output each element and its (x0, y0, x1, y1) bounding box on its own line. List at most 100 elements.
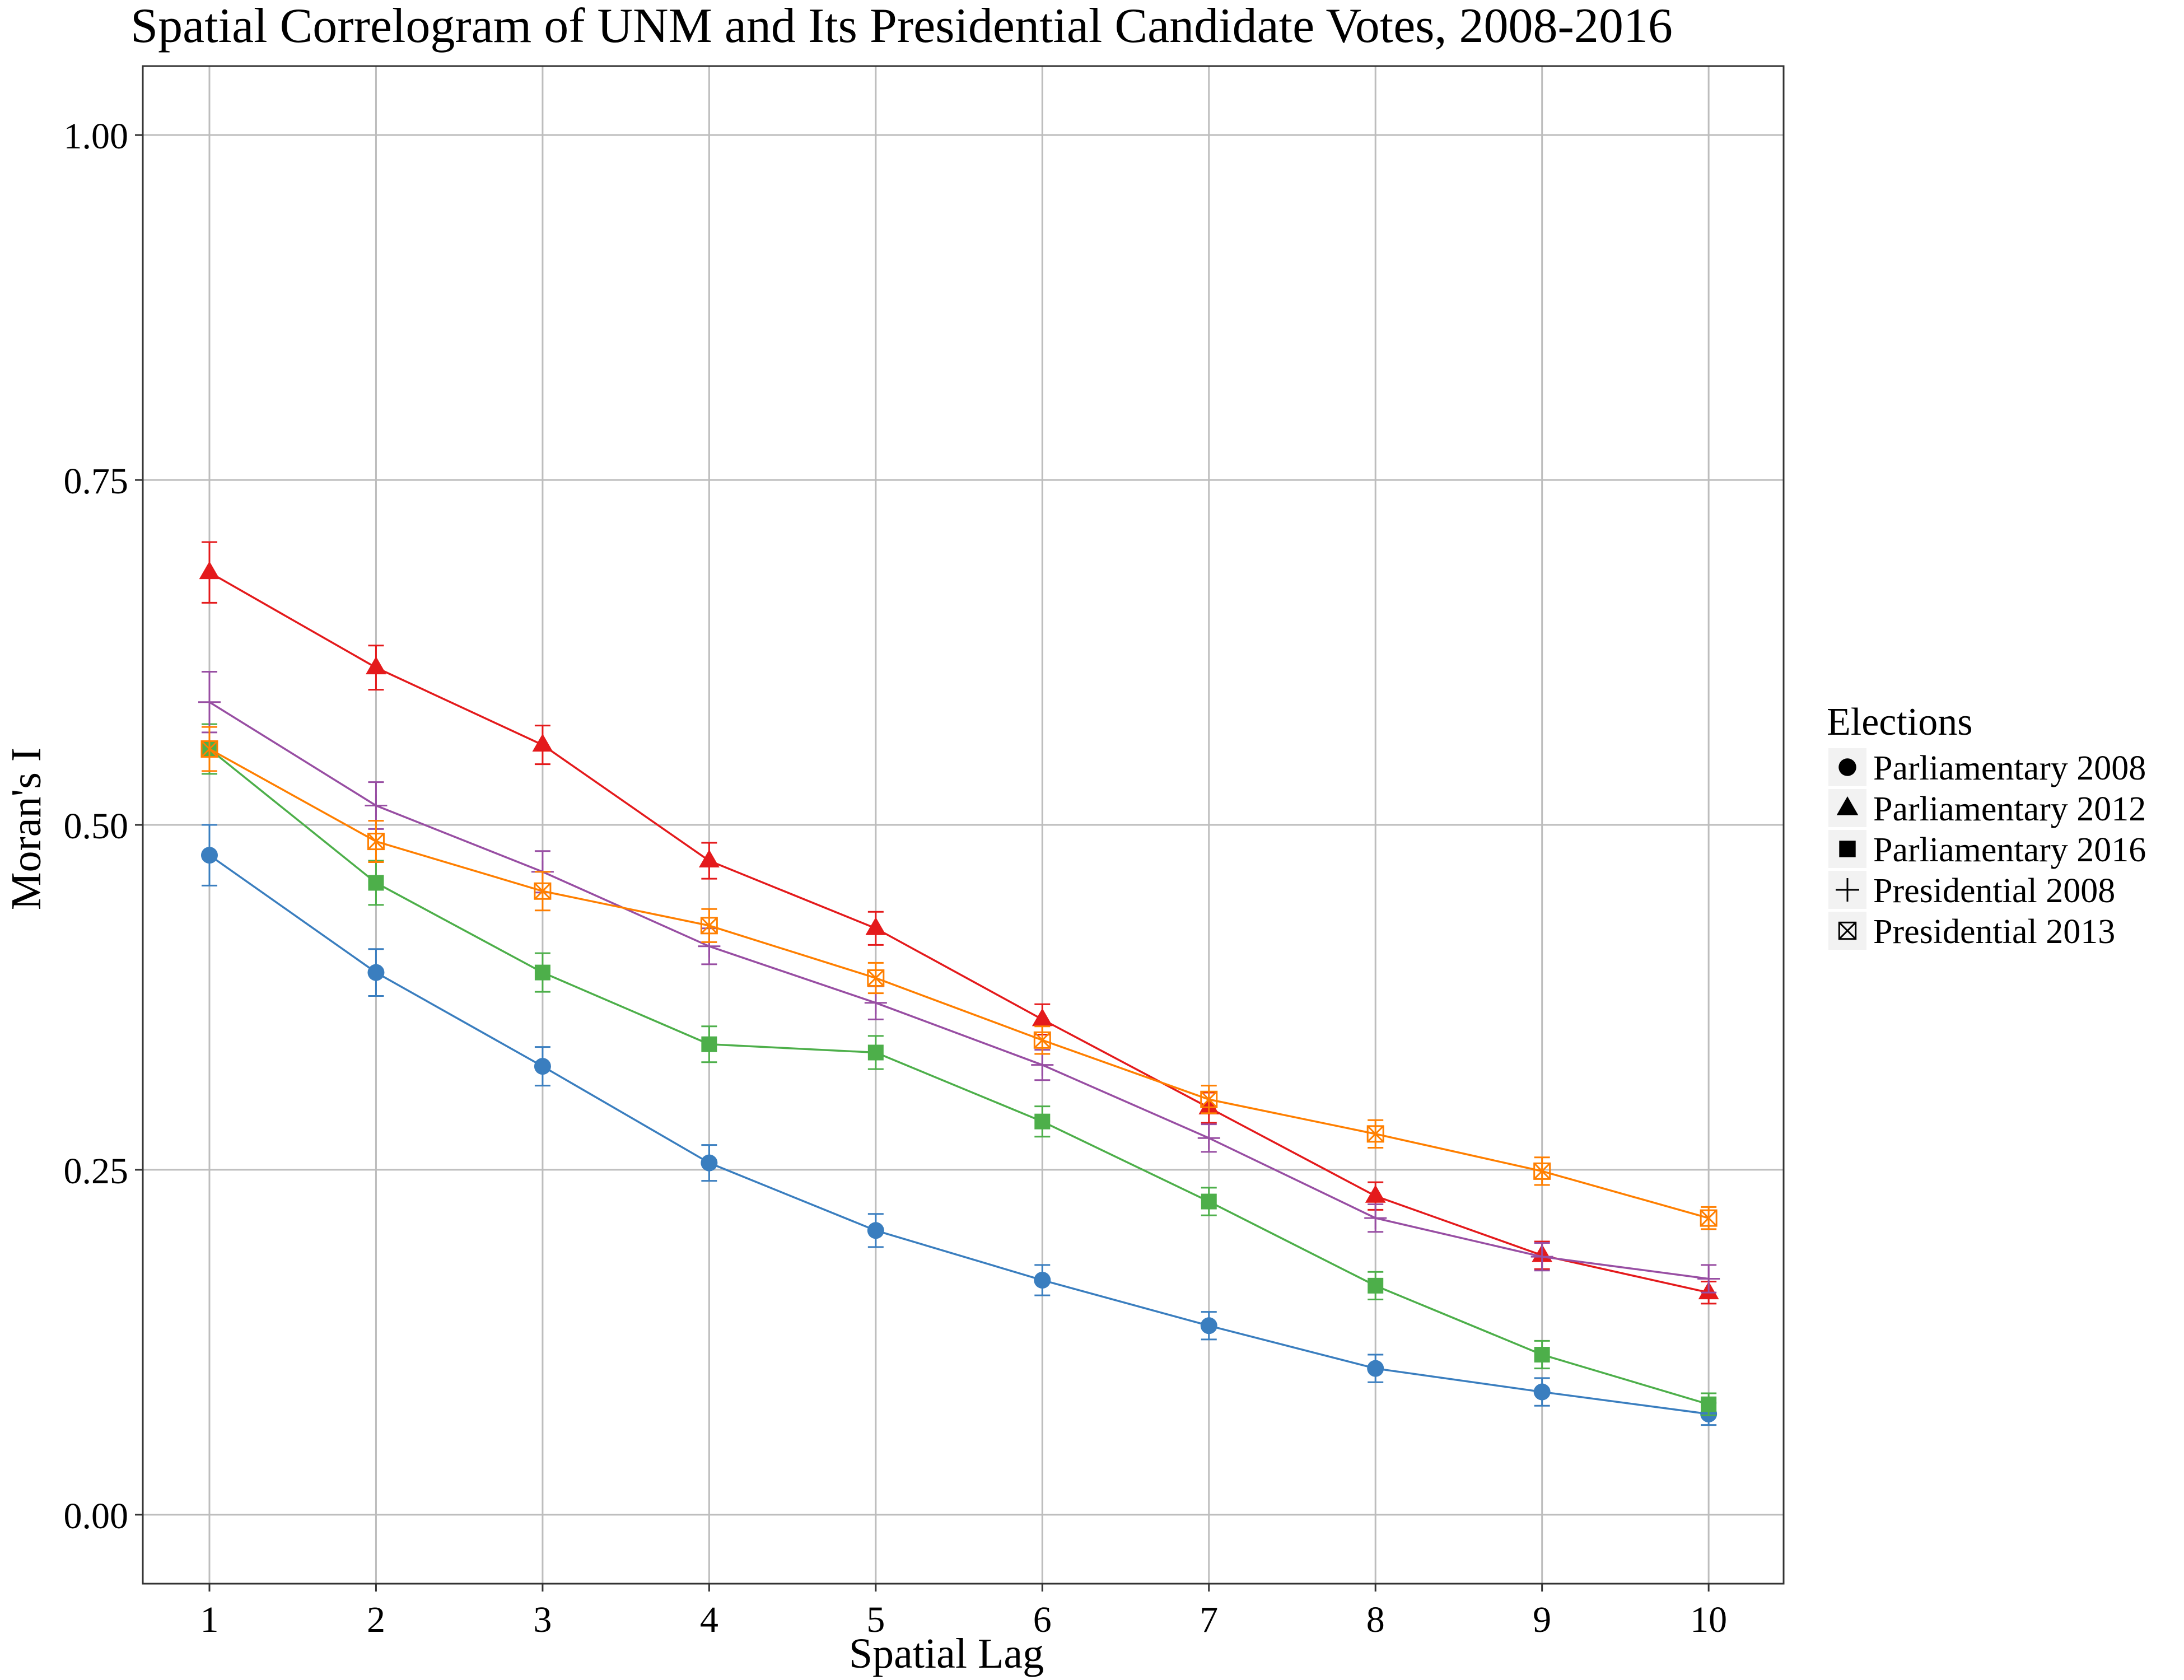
data-point (1200, 1090, 1218, 1108)
legend-item-presidential-2008: Presidential 2008 (1828, 871, 2115, 910)
legend-item-parliamentary-2016: Parliamentary 2016 (1828, 830, 2146, 869)
marker-square-x-box (1838, 921, 1857, 940)
marker-square-x-diag2 (534, 883, 551, 900)
marker-triangle (698, 850, 720, 868)
series-line (209, 571, 1709, 1294)
marker-square-x-diag2 (200, 740, 218, 758)
x-tick-label: 9 (1533, 1599, 1551, 1640)
marker-square-x-diag2 (701, 917, 718, 934)
series-line (208, 748, 1709, 1406)
marker-triangle (1365, 1184, 1386, 1203)
marker-square-x-diag2 (367, 833, 385, 850)
legend-label: Parliamentary 2008 (1873, 749, 2146, 787)
y-tick-label: 0.25 (64, 1151, 129, 1192)
marker-square-x-diag2 (1700, 1210, 1718, 1227)
x-tick-label: 10 (1690, 1599, 1727, 1640)
series-presidential-2013 (200, 726, 1718, 1230)
marker-square (701, 1036, 717, 1052)
x-axis-label: Spatial Lag (849, 1630, 1044, 1677)
marker-square-x-diag2 (1200, 1091, 1217, 1108)
data-point (532, 734, 553, 752)
data-point (1200, 1317, 1217, 1334)
marker-triangle (199, 561, 220, 580)
legend-item-parliamentary-2012: Parliamentary 2012 (1828, 789, 2146, 828)
data-point (1368, 1277, 1384, 1294)
data-series (198, 541, 1720, 1426)
data-point (1366, 1125, 1384, 1143)
y-tick-label: 0.75 (64, 461, 129, 502)
data-point (867, 1044, 884, 1061)
marker-circle (867, 1222, 884, 1239)
x-tick-label: 8 (1366, 1599, 1385, 1640)
data-point (367, 833, 385, 851)
data-point (1364, 1207, 1387, 1230)
marker-square-x-box (1366, 1125, 1384, 1143)
data-point (1201, 1193, 1217, 1210)
legend-item-parliamentary-2008: Parliamentary 2008 (1828, 748, 2146, 787)
marker-square-x-box (1533, 1162, 1551, 1180)
marker-circle (1367, 1360, 1384, 1377)
data-point (1701, 1396, 1717, 1412)
legend-label: Parliamentary 2012 (1873, 790, 2146, 828)
legend-item-presidential-2013: Presidential 2013 (1828, 912, 2115, 951)
x-axis-ticks: 1 2 3 4 5 6 7 8 9 10 (200, 1584, 1727, 1640)
data-point (1031, 1053, 1054, 1076)
series-parliamentary-2016 (201, 723, 1717, 1416)
marker-square-x-diag2 (1034, 1032, 1051, 1049)
data-point (198, 690, 221, 713)
marker-triangle (1032, 1008, 1053, 1026)
data-point (1533, 1383, 1551, 1401)
marker-square-x-diag2 (1533, 1163, 1551, 1180)
data-point (534, 882, 552, 900)
marker-square-x-box (1033, 1031, 1051, 1049)
y-tick-label: 0.00 (64, 1496, 129, 1537)
legend-label: Presidential 2013 (1873, 913, 2115, 951)
data-point (1365, 1184, 1386, 1203)
marker-square-x-diag2 (1367, 1125, 1384, 1142)
data-point (867, 1222, 884, 1239)
data-point (200, 740, 218, 758)
data-point (367, 964, 385, 981)
series-line (209, 748, 1709, 1219)
marker-circle (1034, 1272, 1051, 1289)
data-point (700, 917, 718, 935)
data-point (1700, 1209, 1718, 1227)
data-point (867, 969, 885, 987)
y-axis-ticks: 0.00 0.25 0.50 0.75 1.00 (64, 116, 143, 1537)
marker-circle (701, 1154, 718, 1172)
x-tick-label: 5 (866, 1599, 885, 1640)
data-point (1034, 1272, 1051, 1289)
marker-circle (367, 964, 385, 981)
marker-square-x-box (1200, 1090, 1218, 1108)
chart-title: Spatial Correlogram of UNM and Its Presi… (130, 0, 1673, 53)
legend: Elections Parliamentary 2008Parliamentar… (1827, 701, 2146, 951)
marker-square-x-box (700, 917, 718, 935)
series-line (208, 854, 1709, 1415)
data-point (1367, 1360, 1384, 1377)
data-point (1534, 1347, 1550, 1363)
marker-square (534, 964, 550, 981)
data-point (864, 991, 887, 1014)
data-point (1034, 1113, 1051, 1130)
x-tick-label: 4 (700, 1599, 718, 1640)
series-presidential-2008 (198, 671, 1720, 1294)
data-point (534, 1058, 551, 1075)
marker-triangle (1836, 796, 1859, 815)
data-point (534, 964, 550, 981)
marker-square-x-diag2 (867, 969, 884, 987)
data-point (1032, 1008, 1053, 1026)
series-line (209, 701, 1709, 1280)
data-point (701, 1154, 718, 1172)
x-tick-label: 2 (367, 1599, 385, 1640)
marker-square-x-box (1700, 1209, 1718, 1227)
marker-square-x-diag2 (1838, 922, 1856, 940)
y-tick-label: 1.00 (64, 116, 129, 157)
legend-key-icon (1838, 758, 1856, 776)
legend-title: Elections (1827, 701, 1972, 744)
marker-square (1201, 1193, 1217, 1210)
x-tick-label: 3 (533, 1599, 552, 1640)
marker-square (1534, 1347, 1550, 1363)
legend-key-icon (1838, 921, 1857, 940)
